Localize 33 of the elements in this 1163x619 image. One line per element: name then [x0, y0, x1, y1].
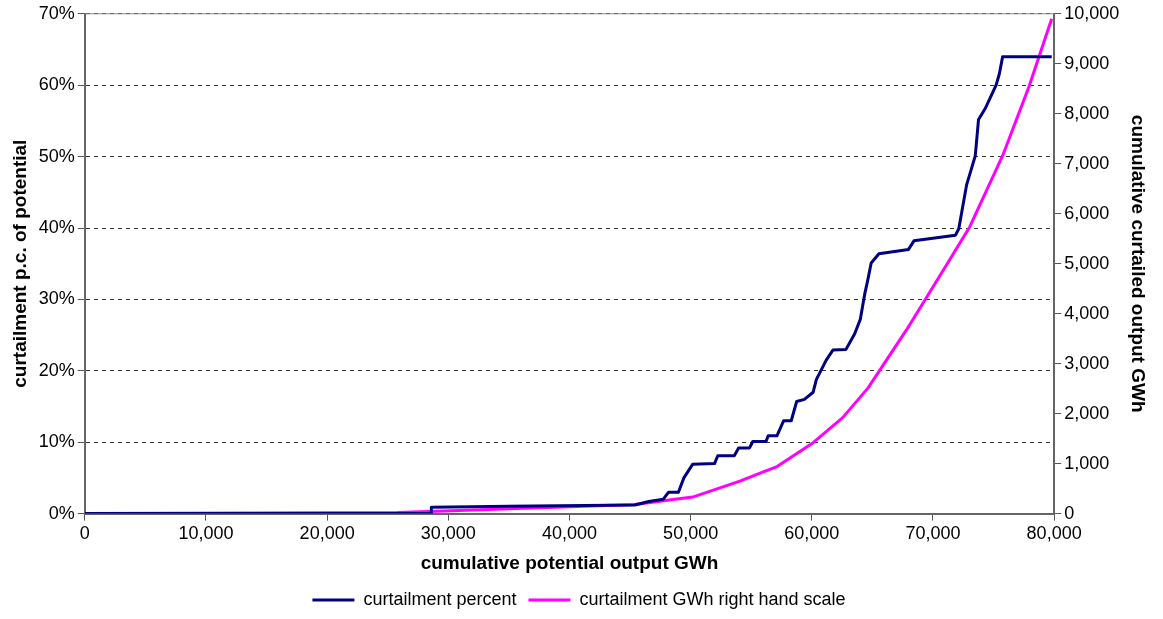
y2-tick-label: 6,000 — [1064, 202, 1110, 223]
y2-tick-label: 7,000 — [1064, 152, 1110, 173]
y-axis-title: curtailment p.c. of potential — [8, 139, 30, 388]
x-tick-label: 20,000 — [299, 523, 355, 544]
y-tick-label: 60% — [38, 74, 75, 95]
y2-axis-title: cumulative curtailed output GWh — [1128, 114, 1150, 413]
x-tick-label: 40,000 — [541, 523, 598, 544]
x-tick-label: 30,000 — [420, 523, 476, 544]
y-tick-label: 30% — [38, 288, 75, 309]
y-tick-label: 40% — [38, 216, 75, 237]
y2-tick-label: 1,000 — [1064, 452, 1110, 473]
legend-label: curtailment GWh right hand scale — [579, 588, 846, 609]
x-tick-label: 80,000 — [1026, 523, 1082, 544]
y2-tick-label: 10,000 — [1064, 2, 1120, 23]
x-tick-label: 10,000 — [178, 523, 234, 544]
y2-tick-label: 9,000 — [1064, 52, 1110, 73]
y2-tick-label: 2,000 — [1064, 402, 1110, 423]
y-tick-label: 20% — [38, 359, 75, 380]
y-tick-label: 50% — [38, 145, 75, 166]
legend-label: curtailment percent — [363, 588, 517, 609]
y-tick-label: 70% — [38, 2, 75, 23]
x-tick-label: 0 — [79, 523, 90, 544]
y2-tick-label: 0 — [1064, 502, 1075, 523]
y2-tick-label: 3,000 — [1064, 352, 1110, 373]
x-tick-label: 60,000 — [784, 523, 840, 544]
x-axis-title: cumulative potential output GWh — [420, 551, 719, 573]
y-tick-label: 0% — [48, 502, 75, 523]
y2-tick-label: 8,000 — [1064, 102, 1110, 123]
x-tick-label: 50,000 — [663, 523, 719, 544]
x-tick-label: 70,000 — [905, 523, 961, 544]
y2-tick-label: 4,000 — [1064, 302, 1110, 323]
y-tick-label: 10% — [38, 431, 75, 452]
y2-tick-label: 5,000 — [1064, 252, 1110, 273]
